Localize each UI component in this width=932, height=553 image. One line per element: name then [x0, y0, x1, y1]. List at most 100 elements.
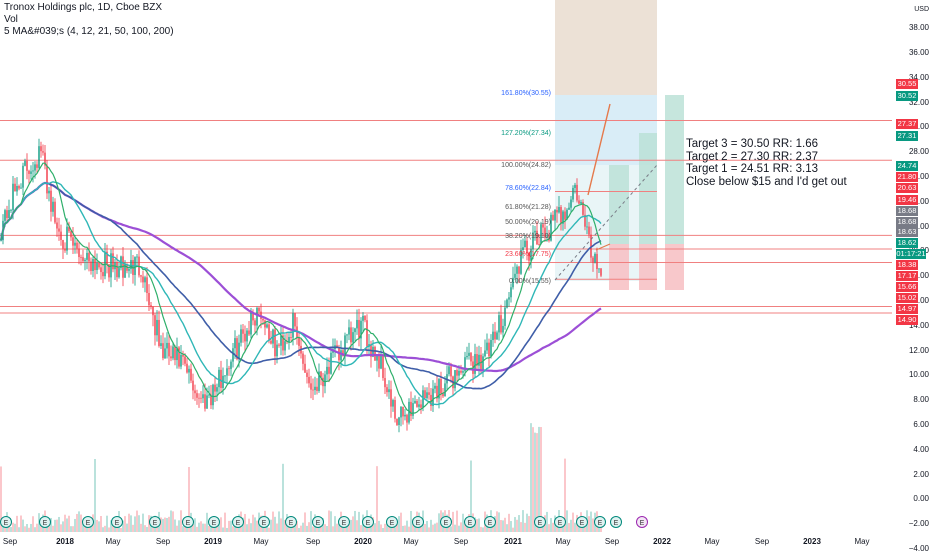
volume-bar	[334, 516, 336, 532]
candle-body	[366, 320, 368, 347]
candle-body	[420, 404, 422, 408]
volume-bar	[28, 527, 30, 532]
earnings-icon: E	[554, 516, 566, 528]
volume-bar	[510, 521, 512, 532]
volume-bar	[408, 526, 410, 532]
volume-bar	[572, 512, 574, 532]
price-tick: 32.00	[908, 97, 929, 107]
volume-bar	[524, 522, 526, 532]
volume-bar	[12, 522, 14, 532]
candle-body	[46, 165, 48, 194]
volume-bar	[268, 527, 270, 532]
candle-body	[294, 313, 296, 327]
time-tick: 2022	[653, 537, 671, 546]
volume-bar	[96, 519, 98, 532]
time-tick: Sep	[305, 537, 321, 546]
volume-bar	[250, 523, 252, 532]
candle-body	[326, 366, 328, 375]
volume-bar	[294, 521, 296, 532]
volume-bar	[64, 514, 66, 532]
volume-bar	[396, 523, 398, 532]
volume-bar	[198, 522, 200, 532]
volume-bar	[410, 510, 412, 532]
volume-bar	[8, 524, 10, 532]
candle-body	[244, 333, 246, 342]
candle-body	[308, 376, 310, 384]
candle-body	[448, 366, 450, 375]
candle-body	[240, 329, 242, 343]
price-tick: 28.00	[908, 147, 929, 157]
price-badge: 15.02	[896, 293, 918, 303]
volume-bar	[104, 525, 106, 532]
candle-body	[376, 355, 378, 361]
note-target-1: Target 1 = 24.51 RR: 3.13	[686, 163, 819, 175]
time-tick: May	[403, 537, 419, 546]
volume-bar	[204, 523, 206, 532]
candle-body	[94, 258, 96, 271]
candle-body	[170, 356, 172, 359]
candle-body	[74, 242, 76, 246]
earnings-icon: E	[594, 516, 606, 528]
fib-level-label: 78.60%(22.84)	[505, 185, 551, 192]
candle-body	[530, 249, 532, 261]
candle-body	[392, 400, 394, 407]
candle-body	[108, 264, 110, 278]
candle-body	[158, 319, 160, 346]
volume-bar	[590, 511, 592, 532]
candle-body	[70, 231, 72, 238]
candle-body	[80, 257, 82, 258]
volume-bar	[450, 526, 452, 532]
volume-bar	[182, 526, 184, 532]
candle-body	[388, 389, 390, 393]
price-badge: 17.17	[896, 271, 918, 281]
volume-bar	[332, 526, 334, 532]
volume-bar	[142, 513, 144, 532]
volume-bar	[400, 512, 402, 532]
volume-bar	[382, 527, 384, 532]
projection-arrow	[587, 103, 611, 196]
candle-body	[234, 338, 236, 349]
earnings-icon: E	[362, 516, 374, 528]
candle-body	[156, 319, 158, 336]
svg-text:E: E	[342, 520, 347, 527]
volume-bar	[552, 522, 554, 532]
candle-body	[174, 346, 176, 361]
volume-bar	[296, 521, 298, 532]
candle-body	[22, 165, 24, 188]
candle-body	[432, 388, 434, 406]
price-tick: 30.00	[908, 122, 929, 132]
candle-body	[568, 207, 570, 210]
candle-body	[356, 319, 358, 329]
price-badge: 27.37	[896, 119, 918, 129]
price-badge: 27.31	[896, 131, 918, 141]
volume-bar	[344, 524, 346, 532]
volume-bar	[280, 518, 282, 532]
volume-bar	[276, 523, 278, 532]
earnings-icon: E	[208, 516, 220, 528]
volume-bar	[516, 519, 518, 532]
volume-bar	[30, 523, 32, 532]
volume-bar	[60, 524, 62, 532]
candle-body	[526, 240, 528, 254]
earnings-icon: E	[386, 516, 398, 528]
candle-body	[522, 247, 524, 251]
svg-text:E: E	[186, 520, 191, 527]
volume-bar	[378, 520, 380, 532]
candle-body	[230, 361, 232, 369]
volume-bar	[356, 520, 358, 532]
candle-body	[190, 368, 192, 381]
volume-bar	[140, 523, 142, 532]
candle-body	[436, 385, 438, 399]
fib-level-label: 127.20%(27.34)	[501, 130, 551, 137]
earnings-icon: E	[232, 516, 244, 528]
volume-bar	[110, 520, 112, 532]
candle-body	[178, 347, 180, 367]
earnings-icon: E	[412, 516, 424, 528]
candle-body	[404, 414, 406, 417]
volume-bar	[500, 520, 502, 532]
long-position-target3	[665, 95, 684, 244]
ma-100-line	[0, 182, 602, 390]
volume-bar	[312, 526, 314, 532]
candle-body	[90, 261, 92, 271]
